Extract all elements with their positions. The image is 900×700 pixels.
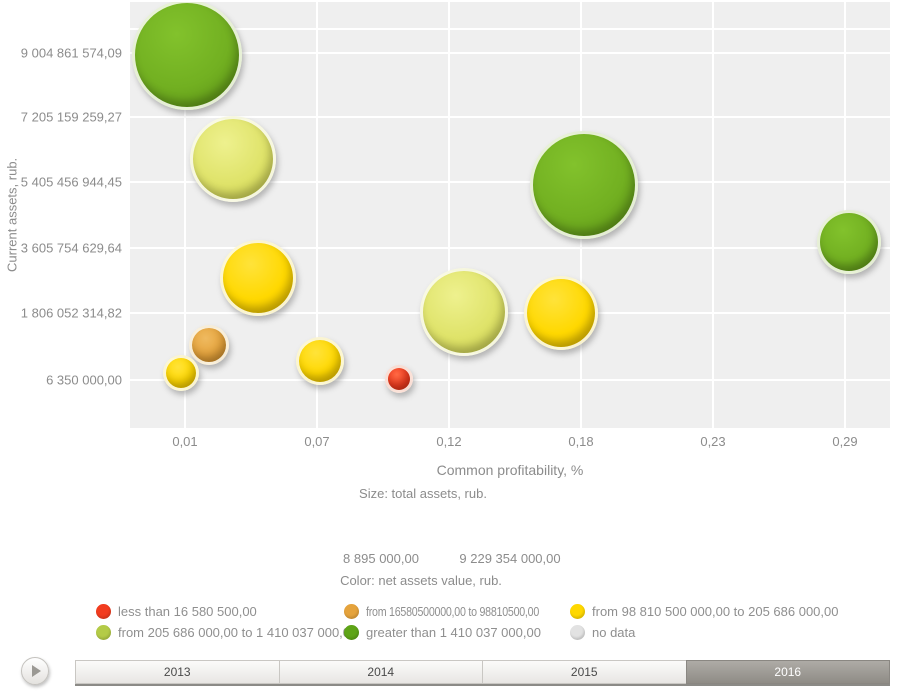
timeline-baseline <box>75 684 890 686</box>
timeline-segment-2015[interactable]: 2015 <box>482 660 686 684</box>
data-bubble-green[interactable] <box>817 209 882 274</box>
legend-label: greater than 1 410 037 000,00 <box>366 624 541 640</box>
gridline-horizontal <box>130 52 890 54</box>
plot-area <box>130 2 890 428</box>
timeline-segment-2013[interactable]: 2013 <box>75 660 279 684</box>
legend-label: no data <box>592 624 636 640</box>
data-bubble-yellow[interactable] <box>219 239 296 316</box>
timeline-slider[interactable]: 2013 2014 2015 2016 <box>75 660 890 684</box>
data-bubble-red[interactable] <box>384 365 413 394</box>
y-tick-label: 7 205 159 259,27 <box>20 109 122 125</box>
color-legend-title: Color: net assets value, rub. <box>340 573 502 588</box>
legend-item-orange[interactable]: from 16580500000,00 to 98810500,00 <box>344 603 577 619</box>
size-legend-title: Size: total assets, rub. <box>359 486 487 501</box>
y-tick-label: 6 350 000,00 <box>46 372 122 388</box>
legend-item-lightgreen[interactable]: from 205 686 000,00 to 1 410 037 000,00 <box>96 624 357 640</box>
gridline-vertical <box>316 2 318 428</box>
y-tick-label: 1 806 052 314,82 <box>20 305 122 321</box>
data-bubble-yellow[interactable] <box>162 354 199 391</box>
play-button[interactable] <box>21 657 49 685</box>
legend-item-yellow[interactable]: from 98 810 500 000,00 to 205 686 000,00 <box>570 603 838 619</box>
legend-swatch-red-icon <box>96 603 111 619</box>
gridline-vertical <box>712 2 714 428</box>
data-bubble-lightgreen[interactable] <box>420 268 509 357</box>
legend-label: from 205 686 000,00 to 1 410 037 000,00 <box>118 624 358 640</box>
play-icon <box>32 665 41 677</box>
x-tick-label: 0,07 <box>304 434 330 449</box>
gridline-horizontal <box>130 28 890 30</box>
gridline-horizontal <box>130 116 890 118</box>
legend-label: from 16580500000,00 to 98810500,00 <box>366 603 540 619</box>
data-bubble-green[interactable] <box>132 2 243 110</box>
legend-swatch-yellow-icon <box>570 603 585 619</box>
gridline-horizontal <box>130 379 890 381</box>
legend-swatch-lightgreen-icon <box>96 624 111 640</box>
data-bubble-lightgreen[interactable] <box>190 116 277 203</box>
gridline-vertical <box>184 2 186 428</box>
y-tick-label: 9 004 861 574,09 <box>20 45 122 61</box>
y-axis-tick-labels: 9 004 861 574,09 7 205 159 259,27 5 405 45… <box>0 2 122 428</box>
legend-swatch-green-icon <box>344 624 359 640</box>
y-tick-label: 3 605 754 629,64 <box>20 240 122 256</box>
legend-label: from 98 810 500 000,00 to 205 686 000,00 <box>592 603 839 619</box>
size-legend-max-label: 9 229 354 000,00 <box>459 551 561 566</box>
data-bubble-yellow[interactable] <box>524 275 599 350</box>
legend-swatch-nodata-icon <box>570 624 585 640</box>
gridline-horizontal <box>130 247 890 249</box>
y-tick-label: 5 405 456 944,45 <box>20 174 122 190</box>
x-tick-label: 0,01 <box>172 434 198 449</box>
data-bubble-green[interactable] <box>529 131 638 240</box>
size-legend-scale <box>0 512 900 550</box>
size-legend-min-label: 8 895 000,00 <box>343 551 419 566</box>
gridline-horizontal <box>130 312 890 314</box>
legend-label: less than 16 580 500,00 <box>118 603 257 619</box>
timeline-segment-2016[interactable]: 2016 <box>685 660 890 684</box>
gridline-horizontal <box>130 181 890 183</box>
data-bubble-yellow[interactable] <box>295 337 344 386</box>
legend-swatch-orange-icon <box>344 603 359 619</box>
gridline-vertical <box>448 2 450 428</box>
x-tick-label: 0,18 <box>568 434 594 449</box>
x-tick-label: 0,29 <box>832 434 858 449</box>
x-tick-label: 0,12 <box>436 434 462 449</box>
x-axis-title: Common profitability, % <box>436 462 584 478</box>
x-tick-label: 0,23 <box>700 434 726 449</box>
legend-item-green[interactable]: greater than 1 410 037 000,00 <box>344 624 541 640</box>
timeline-segment-2014[interactable]: 2014 <box>278 660 482 684</box>
data-bubble-orange[interactable] <box>189 324 230 365</box>
legend-item-red[interactable]: less than 16 580 500,00 <box>96 603 257 619</box>
x-axis-tick-labels: 0,01 0,07 0,12 0,18 0,23 0,29 <box>130 434 890 452</box>
legend-item-nodata[interactable]: no data <box>570 624 635 640</box>
